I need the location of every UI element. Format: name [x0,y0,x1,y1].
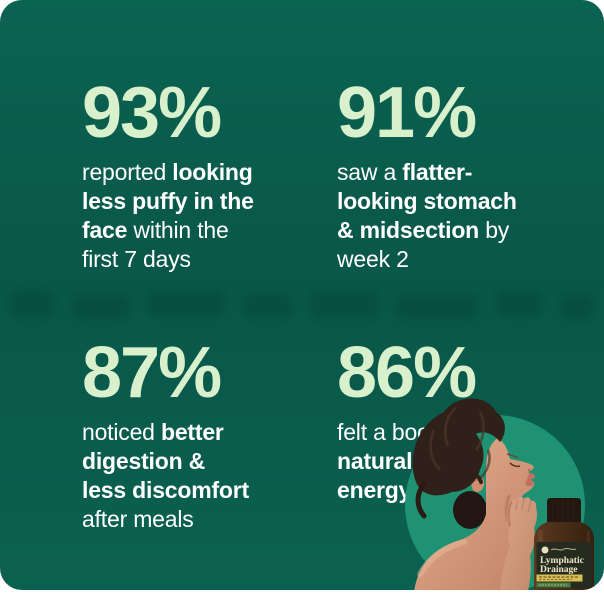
woman-face [414,438,535,590]
stat-description-line: energy [337,477,412,503]
bottle-title-line2: Drainage [540,565,577,575]
bottle-logo-script [550,547,577,551]
stat-description-line: reported looking [82,159,253,185]
watermark-band [0,287,604,321]
hair-wisp [468,470,483,484]
woman-hair [412,398,505,519]
stat-block-93: 93% reported looking less puffy in the face… [82,76,254,274]
stat-description-line: saw a flatter- [337,159,473,185]
watermark-blob [10,290,55,318]
eyebrow [506,453,519,459]
hair-curls [429,406,491,482]
cheek [508,471,522,481]
stat-description-line: & midsection by [337,217,510,243]
stat-description-line: digestion & [82,448,206,474]
neck-shadow [504,494,511,524]
model-photo: Lymphatic Drainage [405,398,594,590]
woman-hair-back [453,491,487,529]
lips [525,473,536,487]
finger-lines [515,498,532,513]
label-yellow-band [536,574,583,582]
shoulder-highlight [417,539,467,577]
watermark-blob [396,294,478,319]
product-bottle: Lymphatic Drainage [534,498,594,590]
watermark-blob [148,291,225,317]
woman-hand [500,496,538,590]
bottle-logo [541,546,549,554]
hair-strand [415,481,427,519]
stat-description-line: face within the [82,217,229,243]
hand-shadow [507,501,513,527]
stat-block-87: 87% noticed better digestion & less discomf… [82,336,249,534]
stat-value: 86% [337,333,477,413]
stat-description: saw a flatter-looking stomach & midsectio… [337,158,517,274]
stat-value: 93% [82,73,222,153]
watermark-blob [310,290,379,318]
closed-eye [509,462,521,468]
watermark-blob [559,295,594,319]
stat-description-line: first 7 days [82,246,191,272]
photo-area: Lymphatic Drainage [364,360,604,590]
stat-description-line: noticed better [82,419,224,445]
stat-description-line: week 2 [337,246,409,272]
cap-ridges [552,500,574,522]
stat-description-line: less puffy in the [82,188,254,214]
watermark-blob [72,295,131,319]
bottle-title-line1: Lymphatic [540,556,584,566]
label-green-band [536,582,571,588]
nostril [528,469,530,471]
stat-value: 87% [82,333,222,413]
stat-description-line: less discomfort [82,477,249,503]
bottle-cap [547,498,581,524]
stat-value: 91% [337,73,477,153]
stat-description-line: after meals [82,506,194,532]
watermark-blob [242,294,293,318]
stat-description-line: looking stomach [337,188,517,214]
stats-card: 93% reported looking less puffy in the face… [0,0,604,590]
watermark-blob [495,291,542,317]
stat-description: reported looking less puffy in the face wi… [82,158,254,274]
stat-description: noticed better digestion & less discomfort… [82,418,249,534]
stat-block-91: 91% saw a flatter-looking stomach & midsec… [337,76,517,274]
